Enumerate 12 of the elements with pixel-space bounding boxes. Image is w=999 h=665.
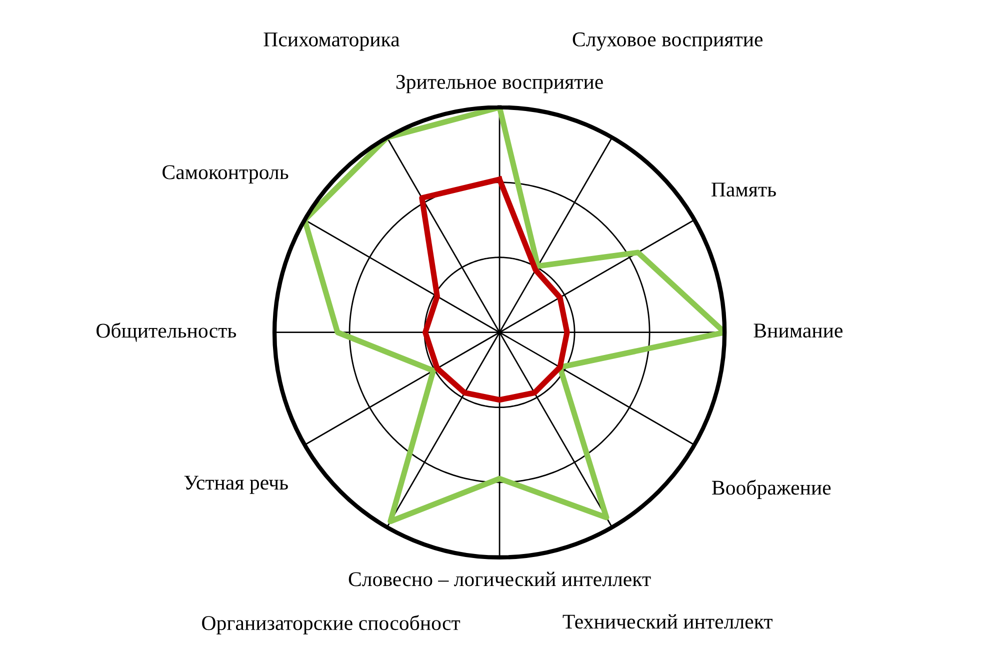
spoke-label: Воображение: [712, 480, 831, 499]
spoke-label: Память: [712, 182, 776, 197]
spoke-label: Зрительное восприятие: [396, 74, 603, 94]
spoke-label: Технический интеллект: [562, 614, 772, 629]
spoke-label: Самоконтроль: [162, 165, 288, 184]
spoke-label: Психоматорика: [264, 32, 400, 51]
spoke-label: Словесно – логический интеллект: [348, 572, 651, 586]
spoke-label: Слуховое восприятие: [572, 32, 763, 51]
spoke-label: Общительность: [96, 322, 236, 342]
spoke-label: Внимание: [754, 324, 842, 338]
spoke-label: Устная речь: [184, 476, 288, 494]
spoke-label: Организаторские способност: [202, 614, 460, 634]
